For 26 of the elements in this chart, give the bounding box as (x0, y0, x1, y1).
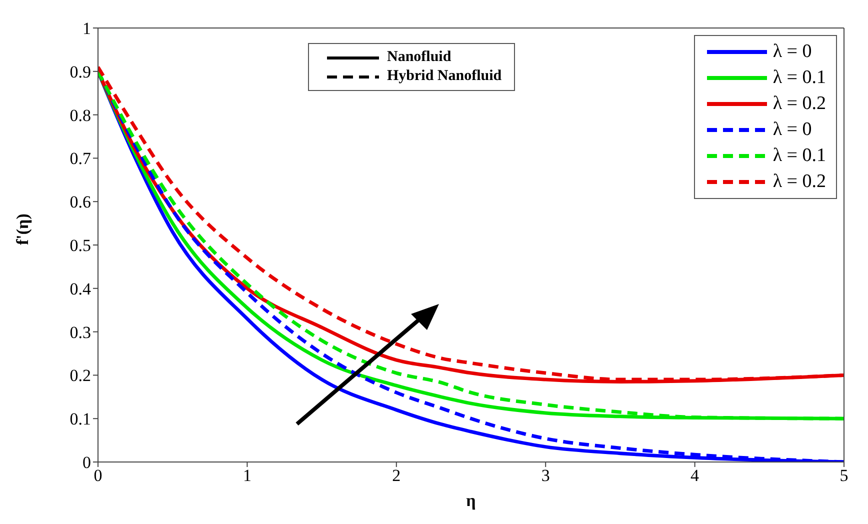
x-tick-label: 2 (392, 466, 401, 486)
legend-label: λ = 0.2 (772, 170, 826, 194)
legend-label: λ = 0 (772, 40, 812, 64)
y-tick-label: 0.9 (70, 62, 91, 82)
legend-label: λ = 0.2 (772, 92, 826, 116)
x-axis-title: η (466, 491, 476, 510)
x-tick-label: 1 (242, 466, 252, 486)
legend-label: λ = 0.1 (772, 66, 826, 90)
y-axis-title: f'(η) (13, 214, 32, 245)
y-tick-label: 0.2 (70, 366, 91, 386)
y-tick-label: 0.6 (70, 192, 91, 212)
x-tick-label: 3 (541, 466, 550, 486)
y-tick-label: 0.3 (70, 322, 91, 342)
legend-label: λ = 0 (772, 118, 812, 142)
y-tick-label: 0.4 (70, 279, 92, 298)
y-tick-label: 0.7 (70, 149, 92, 168)
y-tick-label: 0.1 (70, 410, 91, 429)
legend-label: λ = 0.1 (772, 144, 826, 168)
y-tick-label: 0.8 (70, 106, 91, 125)
y-tick-label: 0.5 (70, 236, 91, 256)
annotation: Hybrid Nanofluid (387, 67, 502, 86)
annotation: Nanofluid (387, 48, 452, 67)
y-tick-label: 0 (82, 453, 91, 472)
x-tick-label: 5 (840, 466, 848, 486)
y-tick-label: 1 (82, 19, 91, 38)
x-tick-label: 4 (690, 466, 700, 486)
